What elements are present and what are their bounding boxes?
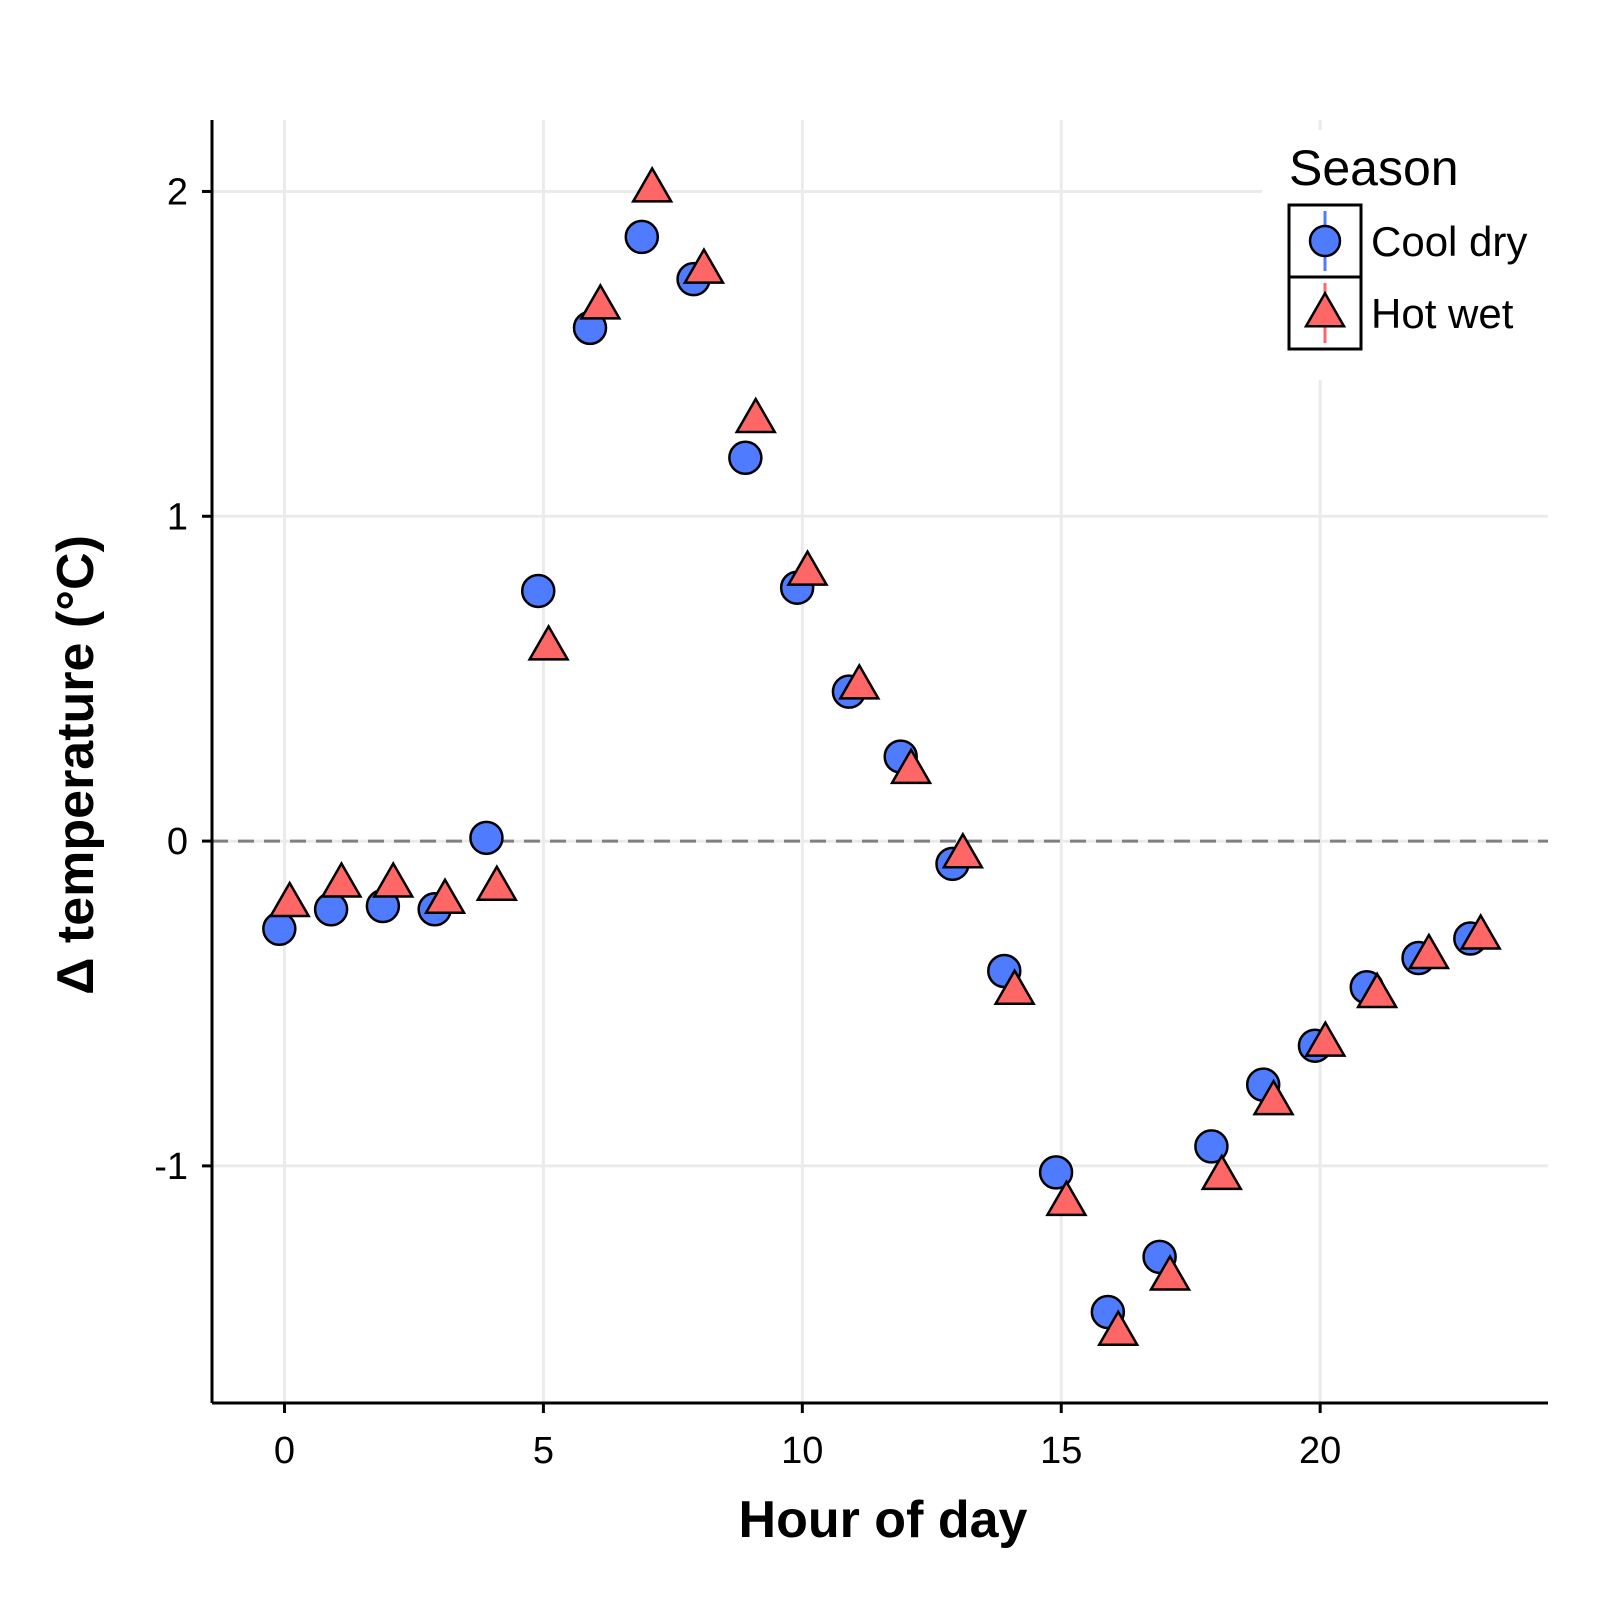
hot-wet-point — [993, 968, 1036, 1005]
y-tick-label: 0 — [167, 821, 188, 863]
hot-wet-point — [372, 860, 415, 898]
hot-wet-point — [579, 282, 622, 320]
x-tick-label: 20 — [1299, 1430, 1341, 1472]
legend: Season Cool dry Hot wet — [1262, 130, 1562, 380]
hot-wet-point — [941, 831, 985, 869]
x-axis-title: Hour of day — [739, 1491, 1028, 1549]
hot-wet-point — [1200, 1153, 1243, 1191]
axes — [202, 120, 1548, 1413]
data-points — [262, 165, 1502, 1346]
y-tick-label: 1 — [167, 496, 188, 538]
hot-wet-point — [527, 623, 570, 661]
cool-dry-point — [262, 911, 297, 947]
hot-wet-point — [475, 864, 518, 902]
legend-label: Hot wet — [1371, 290, 1514, 337]
hot-wet-point — [268, 880, 311, 918]
legend-label: Cool dry — [1371, 218, 1527, 265]
hot-wet-point — [1045, 1179, 1088, 1217]
hot-wet-point — [734, 396, 777, 434]
cool-dry-point — [1194, 1129, 1229, 1164]
x-tick-label: 5 — [533, 1430, 554, 1472]
y-tick-label: 2 — [167, 171, 188, 213]
hot-wet-point — [682, 247, 726, 284]
hot-wet-point — [1355, 971, 1399, 1009]
legend-title: Season — [1289, 140, 1459, 196]
x-tick-label: 15 — [1040, 1430, 1082, 1472]
hot-wet-point — [423, 877, 467, 914]
hot-wet-point — [1097, 1309, 1140, 1346]
cool-dry-point — [624, 219, 660, 255]
hot-wet-point — [1252, 1078, 1295, 1116]
y-tick-label: -1 — [154, 1146, 188, 1188]
cool-dry-point — [520, 573, 556, 609]
cool-dry-point — [728, 440, 763, 476]
hot-wet-point — [838, 662, 881, 700]
tick-labels: 0 5 10 15 20 -1 0 1 2 — [154, 171, 1341, 1472]
y-axis-title: Δ temperature (°C) — [47, 535, 105, 995]
x-tick-label: 10 — [781, 1430, 823, 1472]
x-tick-label: 0 — [274, 1430, 295, 1472]
hot-wet-point — [889, 747, 933, 785]
cool-dry-point — [313, 892, 349, 927]
hot-wet-point — [786, 549, 829, 586]
legend-triangle-icon — [1303, 290, 1347, 328]
legend-circle-icon — [1308, 224, 1342, 258]
hot-wet-point — [1407, 932, 1451, 970]
hot-wet-point — [1148, 1254, 1192, 1291]
cool-dry-point — [1038, 1155, 1074, 1190]
hot-wet-point — [320, 860, 363, 898]
hot-wet-point — [1304, 1020, 1347, 1057]
hot-wet-point — [1459, 912, 1502, 950]
cool-dry-point — [469, 820, 504, 856]
hot-wet-point — [630, 165, 674, 203]
